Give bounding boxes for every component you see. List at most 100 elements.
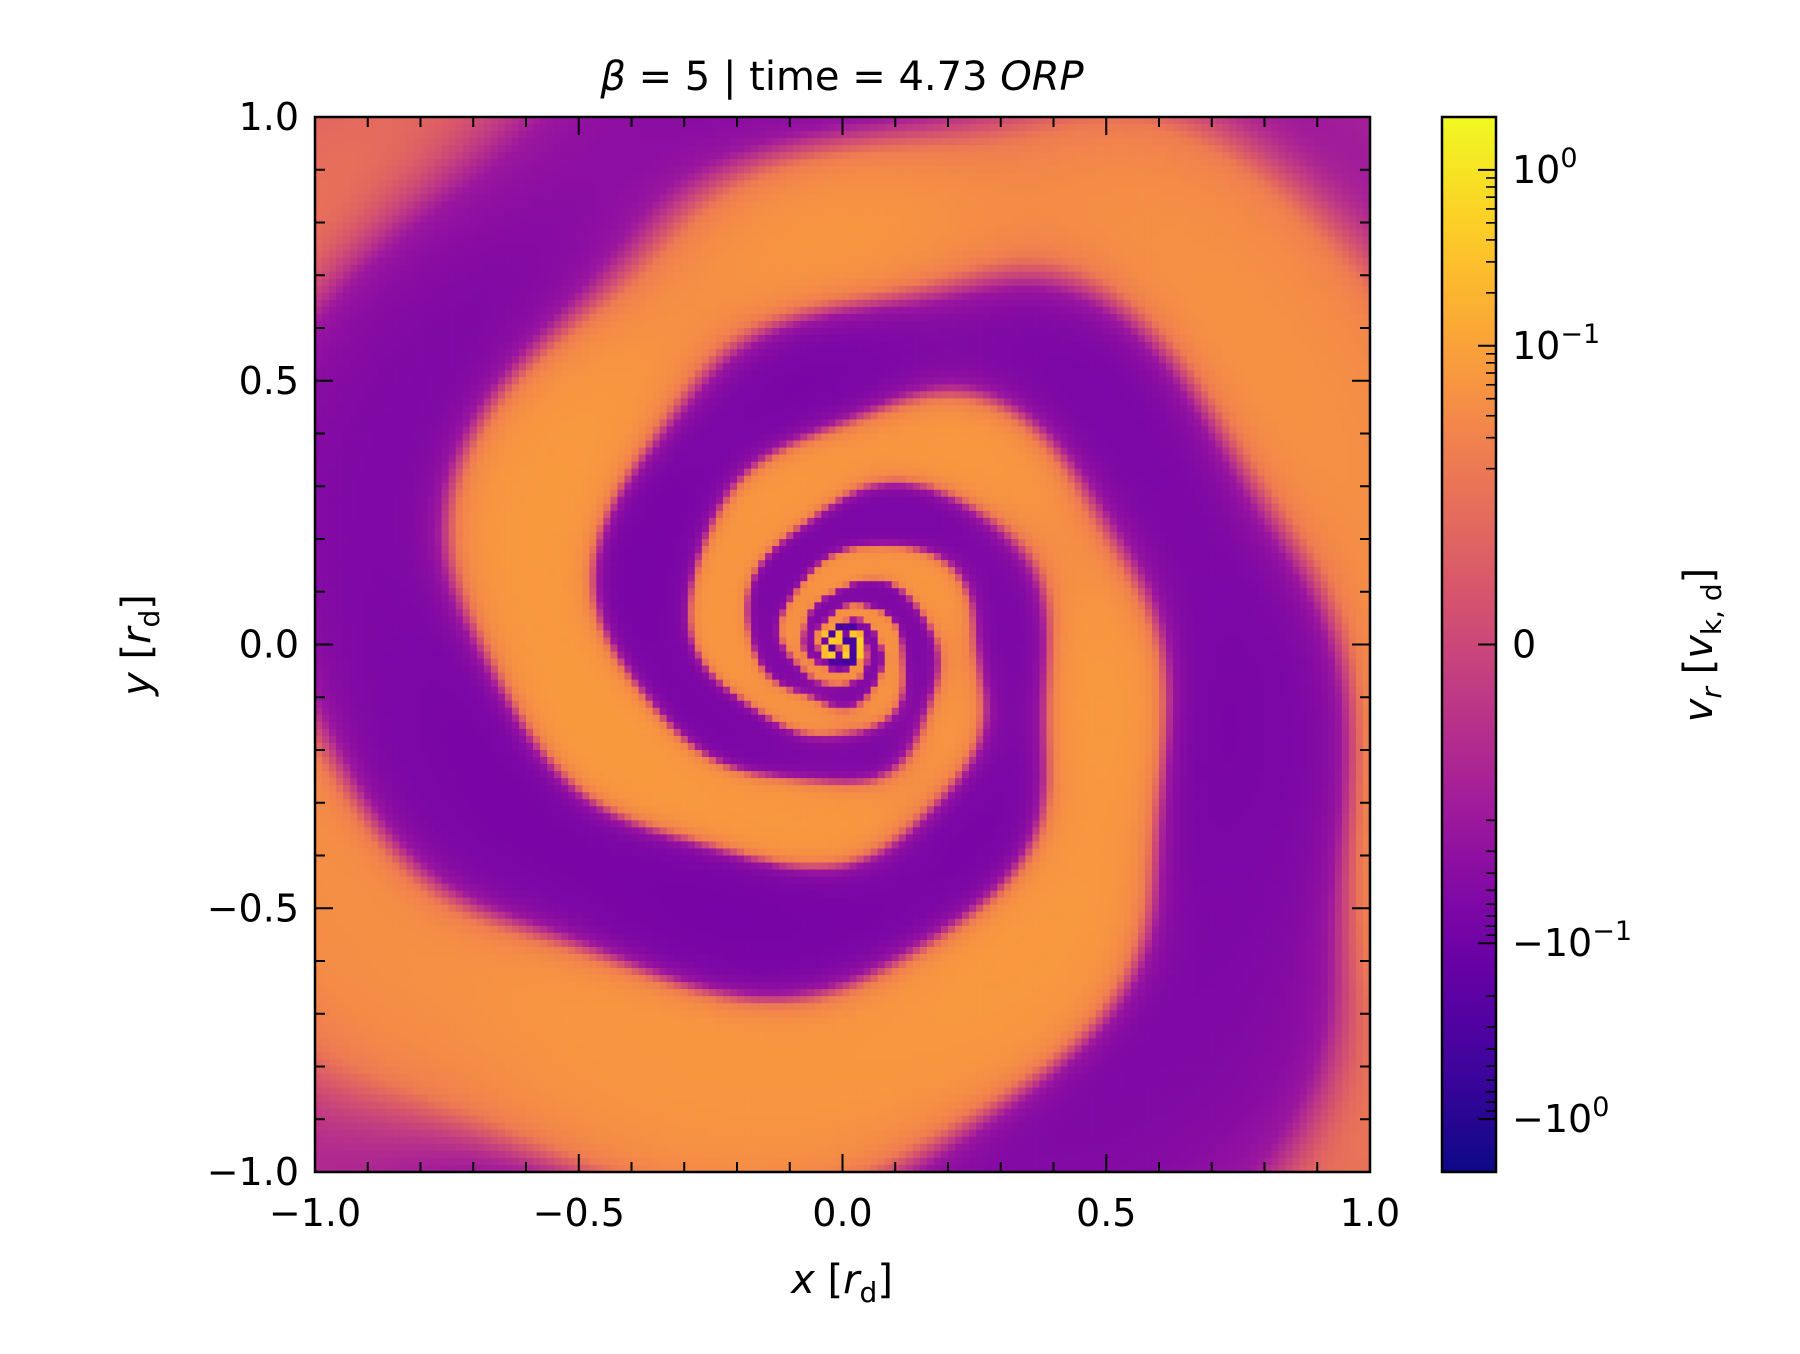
heatmap-cell xyxy=(863,145,872,153)
heatmap-cell xyxy=(420,271,429,280)
heatmap-cell xyxy=(1306,229,1315,238)
heatmap-cell xyxy=(1341,159,1350,167)
heatmap-cell xyxy=(1187,229,1195,238)
heatmap-cell xyxy=(526,349,534,357)
heatmap-cell xyxy=(933,187,942,195)
heatmap-cell xyxy=(448,257,457,266)
heatmap-cell xyxy=(1011,328,1019,336)
heatmap-cell xyxy=(884,166,893,174)
heatmap-cell xyxy=(1067,159,1076,167)
heatmap-cell xyxy=(1109,236,1118,245)
heatmap-cell xyxy=(1362,152,1370,160)
heatmap-cell xyxy=(969,131,977,139)
heatmap-cell xyxy=(631,201,640,210)
heatmap-cell xyxy=(793,250,801,259)
heatmap-cell xyxy=(772,229,780,238)
heatmap-cell xyxy=(1074,124,1083,132)
heatmap-cell xyxy=(1173,180,1181,188)
heatmap-cell xyxy=(540,159,548,167)
heatmap-cell xyxy=(652,250,661,259)
heatmap-cell xyxy=(638,236,647,245)
heatmap-cell xyxy=(751,328,759,336)
heatmap-cell xyxy=(455,173,464,181)
heatmap-cell xyxy=(666,117,675,125)
heatmap-cell xyxy=(1222,313,1230,322)
heatmap-cell xyxy=(1306,152,1315,160)
heatmap-cell xyxy=(715,131,724,139)
heatmap-cell xyxy=(737,159,745,167)
heatmap-cell xyxy=(737,271,745,280)
heatmap-cell xyxy=(997,250,1005,259)
heatmap-cell xyxy=(1201,222,1209,231)
heatmap-cell xyxy=(1067,229,1076,238)
heatmap-cell xyxy=(680,335,689,343)
heatmap-cell xyxy=(793,306,801,315)
heatmap-cell xyxy=(371,194,379,202)
heatmap-cell xyxy=(969,117,977,125)
heatmap-cell xyxy=(821,342,830,350)
heatmap-cell xyxy=(673,271,682,280)
heatmap-cell xyxy=(1306,320,1315,329)
heatmap-cell xyxy=(765,285,773,294)
heatmap-cell xyxy=(863,342,872,350)
heatmap-cell xyxy=(948,285,956,294)
heatmap-cell xyxy=(603,173,611,181)
heatmap-cell xyxy=(1320,124,1329,132)
heatmap-cell xyxy=(1341,194,1350,202)
heatmap-cell xyxy=(983,243,991,252)
heatmap-cell xyxy=(1088,335,1097,343)
heatmap-cell xyxy=(1018,187,1026,195)
heatmap-cell xyxy=(610,285,619,294)
heatmap-cell xyxy=(849,138,858,146)
heatmap-cell xyxy=(905,201,914,210)
heatmap-cell xyxy=(617,271,626,280)
heatmap-cell xyxy=(1159,201,1167,210)
heatmap-cell xyxy=(905,152,914,160)
heatmap-cell xyxy=(828,166,837,174)
heatmap-cell xyxy=(680,292,689,301)
heatmap-cell xyxy=(877,208,886,217)
heatmap-cell xyxy=(912,250,921,259)
heatmap-cell xyxy=(997,236,1005,245)
heatmap-cell xyxy=(1229,159,1237,167)
heatmap-cell xyxy=(469,208,478,217)
heatmap-cell xyxy=(948,306,956,315)
heatmap-cell xyxy=(1081,257,1090,266)
heatmap-cell xyxy=(540,285,548,294)
heatmap-cell xyxy=(1271,145,1280,153)
heatmap-cell xyxy=(856,285,865,294)
heatmap-cell xyxy=(933,159,942,167)
heatmap-cell xyxy=(983,342,991,350)
heatmap-cell xyxy=(1208,299,1216,308)
heatmap-cell xyxy=(786,236,794,245)
heatmap-cell xyxy=(357,145,365,153)
heatmap-cell xyxy=(758,320,766,329)
heatmap-cell xyxy=(554,250,562,259)
heatmap-cell xyxy=(350,278,358,287)
heatmap-cell xyxy=(708,320,717,329)
heatmap-cell xyxy=(357,173,365,181)
heatmap-cell xyxy=(526,342,534,350)
heatmap-cell xyxy=(617,138,626,146)
heatmap-cell xyxy=(1299,180,1308,188)
heatmap-cell xyxy=(807,124,815,132)
heatmap-cell xyxy=(737,285,745,294)
heatmap-cell xyxy=(638,145,647,153)
heatmap-cell xyxy=(504,243,513,252)
heatmap-cell xyxy=(1081,222,1090,231)
heatmap-cell xyxy=(744,313,752,322)
heatmap-cell xyxy=(758,257,766,266)
heatmap-cell xyxy=(758,138,766,146)
heatmap-cell xyxy=(1123,124,1132,132)
heatmap-cell xyxy=(371,222,379,231)
heatmap-cell xyxy=(1327,180,1336,188)
heatmap-cell xyxy=(1144,180,1153,188)
heatmap-cell xyxy=(624,320,633,329)
heatmap-cell xyxy=(413,271,422,280)
heatmap-cell xyxy=(638,124,647,132)
heatmap-cell xyxy=(1137,152,1146,160)
heatmap-cell xyxy=(582,292,590,301)
heatmap-cell xyxy=(1285,159,1294,167)
heatmap-cell xyxy=(441,264,450,273)
heatmap-cell xyxy=(378,278,386,287)
